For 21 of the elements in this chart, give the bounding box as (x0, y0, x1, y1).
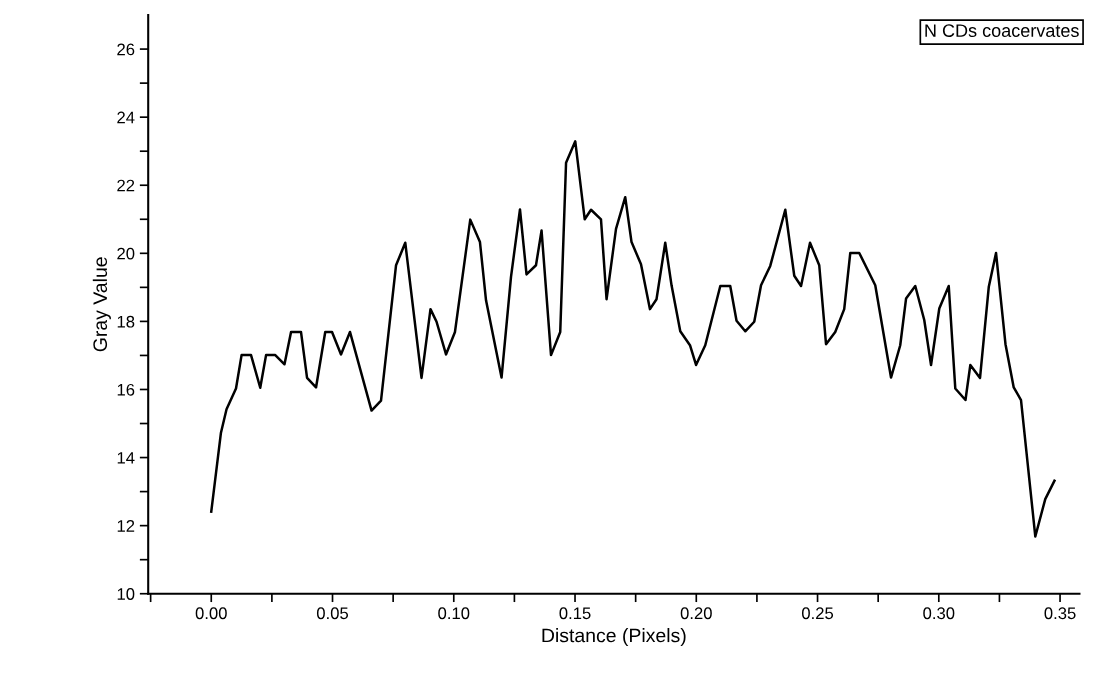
y-tick-label: 24 (117, 111, 135, 124)
y-tick-label: 12 (117, 520, 135, 532)
annotation: N CDs coacervates (925, 24, 1079, 37)
y-tick-label: 22 (117, 179, 135, 192)
x-tick-label: 0.10 (438, 607, 470, 620)
x-tick-label: 0.15 (559, 607, 591, 620)
y-axis-title: Gray Value (92, 257, 111, 352)
line-series (210, 140, 1056, 538)
x-tick-label: 0.35 (1044, 607, 1076, 620)
x-tick-label: 0.20 (680, 607, 712, 620)
x-axis-title: Distance (Pixels) (542, 628, 686, 647)
y-tick-label: 26 (117, 43, 135, 56)
y-tick-label: 14 (117, 452, 135, 464)
x-tick-label: 0.00 (195, 607, 227, 620)
y-tick-label: 16 (117, 383, 135, 396)
y-tick-label: 18 (117, 315, 135, 328)
x-tick-label: 0.30 (923, 607, 955, 620)
y-tick-label: 10 (117, 588, 135, 600)
x-tick-label: 0.25 (801, 607, 834, 620)
x-tick-label: 0.05 (316, 607, 349, 620)
y-tick-label: 20 (117, 247, 135, 260)
